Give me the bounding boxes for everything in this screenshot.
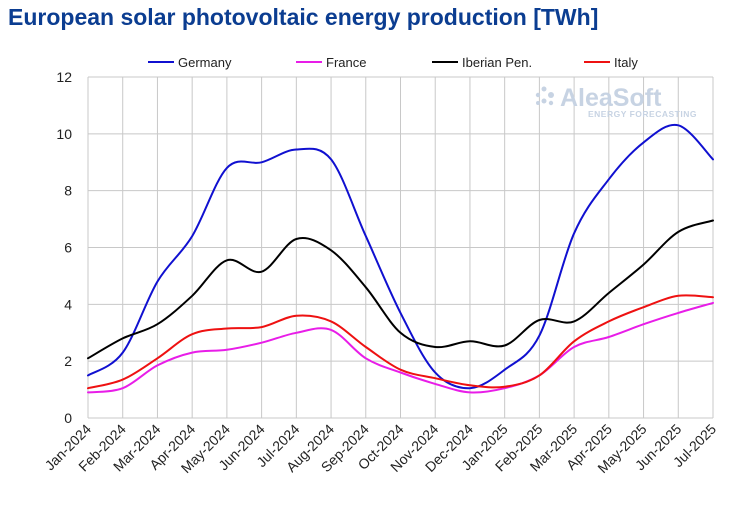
y-tick-label: 0	[64, 410, 72, 426]
watermark-brand: AleaSoft	[560, 84, 662, 112]
series-lines	[87, 123, 714, 394]
chart-title: European solar photovoltaic energy produ…	[8, 4, 599, 30]
logo-dot	[541, 98, 547, 104]
x-axis-ticks: Jan-2024Feb-2024Mar-2024Apr-2024May-2024…	[42, 421, 720, 476]
y-axis-ticks: 0 2 4 6 8 10 12	[56, 69, 72, 426]
y-tick-label: 10	[56, 126, 72, 142]
logo-dot	[548, 92, 554, 98]
y-tick-label: 4	[64, 296, 72, 312]
legend: Germany France Iberian Pen. Italy	[148, 55, 638, 70]
legend-label-france: France	[326, 55, 366, 70]
legend-label-iberian-pen: Iberian Pen.	[462, 55, 532, 70]
logo-dot	[535, 92, 541, 98]
legend-label-germany: Germany	[178, 55, 232, 70]
y-tick-label: 12	[56, 69, 72, 85]
logo-dot	[548, 100, 554, 106]
series-line-germany	[87, 123, 714, 390]
y-tick-label: 8	[64, 183, 72, 199]
series-line-france	[87, 301, 714, 394]
aleasoft-logo-icon	[535, 86, 554, 106]
watermark-tagline: ENERGY FORECASTING	[588, 109, 697, 119]
logo-dot	[536, 101, 540, 105]
aleasoft-watermark: AleaSoft ENERGY FORECASTING	[535, 84, 697, 119]
series-line-iberian-pen	[87, 219, 714, 360]
series-line-italy	[87, 294, 714, 390]
y-tick-label: 2	[64, 353, 72, 369]
legend-label-italy: Italy	[614, 55, 638, 70]
y-tick-label: 6	[64, 240, 72, 256]
logo-dot	[541, 86, 547, 92]
chart-grid	[87, 76, 714, 419]
